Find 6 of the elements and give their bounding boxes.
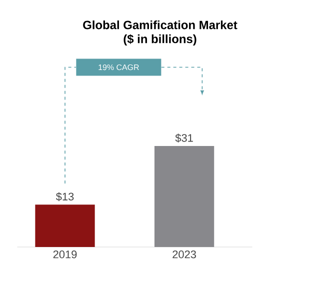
data-label: $31 bbox=[175, 134, 193, 143]
chart-title: Global Gamification Market bbox=[83, 20, 238, 30]
x-tick-label: 2023 bbox=[172, 250, 196, 258]
x-tick-label: 2019 bbox=[53, 250, 77, 258]
data-label: $13 bbox=[56, 192, 74, 202]
chart-subtitle: ($ in billions) bbox=[124, 34, 196, 46]
